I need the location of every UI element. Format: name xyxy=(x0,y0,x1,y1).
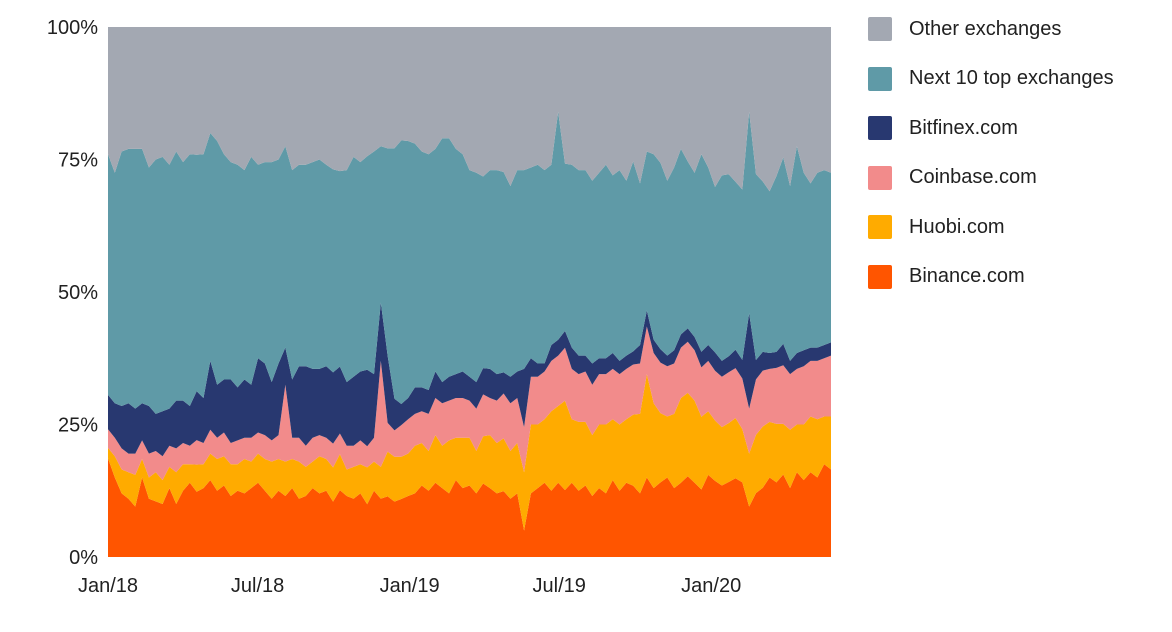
x-tick-label: Jan/19 xyxy=(380,575,440,597)
legend-item: Next 10 top exchanges xyxy=(868,64,1114,94)
legend-item: Coinbase.com xyxy=(868,163,1114,193)
x-tick-label: Jan/20 xyxy=(681,575,741,597)
legend-label: Binance.com xyxy=(909,265,1025,288)
y-tick-label: 0% xyxy=(69,547,98,569)
y-tick-label: 100% xyxy=(47,17,98,39)
area-bitfinex-com xyxy=(108,302,831,457)
legend: Other exchanges Next 10 top exchanges Bitf… xyxy=(868,14,1114,312)
y-tick-label: 50% xyxy=(58,282,98,304)
legend-label: Bitfinex.com xyxy=(909,116,1018,139)
legend-item: Huobi.com xyxy=(868,212,1114,242)
legend-swatch xyxy=(868,264,892,289)
legend-swatch xyxy=(868,17,892,41)
legend-swatch xyxy=(868,66,892,91)
area-next-10-top-exchanges xyxy=(108,111,831,414)
x-tick-label: Jul/19 xyxy=(533,575,586,597)
y-tick-label: 25% xyxy=(58,415,98,437)
area-other-exchanges xyxy=(108,27,831,192)
x-axis: Jan/18 Jul/18 Jan/19 Jul/19 Jan/20 xyxy=(78,575,741,597)
x-tick-label: Jul/18 xyxy=(231,575,284,597)
legend-item: Binance.com xyxy=(868,262,1114,292)
legend-label: Next 10 top exchanges xyxy=(909,67,1114,90)
legend-label: Coinbase.com xyxy=(909,166,1037,189)
area-huobi-com xyxy=(108,374,831,531)
legend-swatch xyxy=(868,215,892,240)
x-tick-label: Jan/18 xyxy=(78,575,138,597)
area-coinbase-com xyxy=(108,326,831,481)
area-binance-com xyxy=(108,458,831,557)
area-series-group xyxy=(108,27,831,557)
legend-item: Other exchanges xyxy=(868,14,1114,44)
legend-swatch xyxy=(868,165,892,190)
y-axis: 0% 25% 50% 75% 100% xyxy=(47,17,98,569)
legend-label: Other exchanges xyxy=(909,17,1062,40)
y-tick-label: 75% xyxy=(58,150,98,172)
legend-swatch xyxy=(868,116,892,141)
legend-label: Huobi.com xyxy=(909,215,1005,238)
legend-item: Bitfinex.com xyxy=(868,113,1114,143)
